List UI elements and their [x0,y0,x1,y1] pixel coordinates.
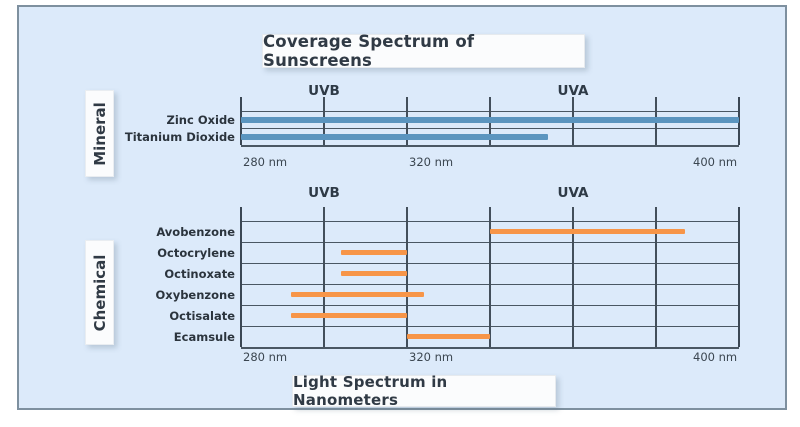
grid-hline [241,145,739,147]
grid-vline [738,97,740,145]
row-label: Octisalate [169,308,235,323]
row-label: Ecamsule [173,329,235,344]
range-bar [290,292,424,297]
axis-tick-label: 320 nm [409,350,454,364]
range-bar [290,313,407,318]
group-tab-chemical: Chemical [85,240,114,345]
axis-tick-label: 280 nm [243,350,288,364]
grid-hline [241,347,739,349]
grid-vline [406,207,408,347]
band-label-uvb: UVB [308,83,340,99]
axis-tick-label: 400 nm [693,350,738,364]
grid-vline [738,207,740,347]
grid-vline [489,207,491,347]
band-label-uva: UVA [557,83,589,99]
grid-vline [655,207,657,347]
row-label: Octocrylene [157,245,235,260]
grid-vline [323,207,325,347]
group-tab-chemical-label: Chemical [90,254,109,331]
range-bar [241,133,549,140]
grid-vline [572,207,574,347]
row-label: Titanium Dioxide [124,129,235,144]
group-tab-mineral-label: Mineral [90,101,109,166]
group-tab-mineral: Mineral [85,90,114,177]
range-bar [490,229,686,234]
axis-tick-label: 400 nm [693,155,738,169]
range-bar [407,334,490,339]
axis-tick-label: 280 nm [243,155,288,169]
chemical-chart: UVB UVA Avobenzone Octocrylene Octinoxate Oxy… [19,7,800,367]
row-label: Avobenzone [156,224,235,239]
band-label-uvb: UVB [308,185,340,201]
infographic-panel: UVB UVA Zinc Oxide Titanium Dioxide 280 nm 32… [17,5,787,410]
axis-tick-label: 320 nm [409,155,454,169]
grid-vline [240,207,242,347]
range-bar [340,250,407,255]
range-bar [340,271,407,276]
range-bar [241,116,739,123]
page-title: Coverage Spectrum of Sunscreens [262,32,585,70]
row-label: Octinoxate [164,266,235,281]
row-label: Oxybenzone [155,287,236,302]
mineral-chart: UVB UVA Zinc Oxide Titanium Dioxide 280 nm 32… [19,7,800,177]
row-label: Zinc Oxide [166,112,235,127]
axis-caption: Light Spectrum in Nanometers [292,373,556,409]
band-label-uva: UVA [557,185,589,201]
